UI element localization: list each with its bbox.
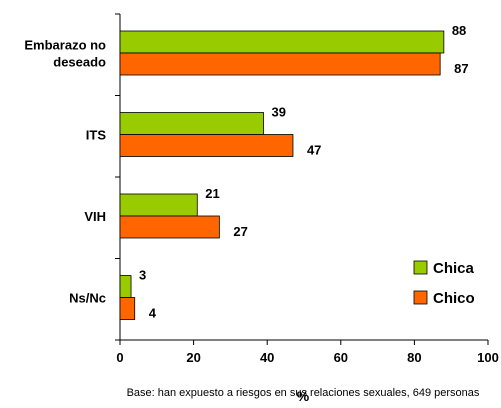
bar-chico bbox=[119, 134, 294, 157]
value-label: 3 bbox=[139, 268, 146, 283]
category-label: Embarazo no deseado bbox=[24, 38, 106, 70]
legend-swatch-chico bbox=[413, 290, 428, 305]
value-label: 27 bbox=[233, 224, 247, 239]
legend-label-chica: Chica bbox=[433, 260, 475, 277]
bar-chico bbox=[119, 297, 136, 320]
x-tick-label: 80 bbox=[407, 350, 421, 365]
y-axis bbox=[115, 13, 121, 341]
x-tick-label: 20 bbox=[186, 350, 200, 365]
x-axis: 0 20 40 60 80 100 bbox=[116, 339, 499, 365]
bar-chico bbox=[119, 52, 441, 76]
value-label: 47 bbox=[307, 143, 321, 158]
bar-chica bbox=[119, 30, 445, 54]
legend-label-chico: Chico bbox=[433, 290, 475, 307]
x-tick-label: 0 bbox=[116, 350, 123, 365]
category-label: Ns/Nc bbox=[69, 291, 106, 306]
bar-chica bbox=[119, 112, 264, 135]
category-labels: Embarazo no deseado ITS VIH Ns/Nc bbox=[24, 38, 106, 306]
x-tick-label: 40 bbox=[260, 350, 274, 365]
x-axis-title: % bbox=[297, 388, 310, 404]
category-label: ITS bbox=[86, 128, 107, 143]
value-label: 87 bbox=[454, 61, 468, 76]
value-label: 88 bbox=[452, 23, 466, 38]
bar-chica bbox=[119, 275, 132, 298]
x-tick-label: 60 bbox=[334, 350, 348, 365]
value-labels: 88 39 21 3 87 47 27 4 bbox=[139, 23, 469, 321]
category-label: VIH bbox=[84, 209, 106, 224]
bar-chica bbox=[119, 193, 198, 217]
bar-chico bbox=[119, 215, 220, 239]
x-tick-label: 100 bbox=[477, 350, 499, 365]
legend-swatch-chica bbox=[413, 260, 428, 275]
value-label: 21 bbox=[205, 186, 219, 201]
value-label: 39 bbox=[272, 105, 286, 120]
legend: Chica Chico bbox=[413, 260, 475, 307]
footnote: Base: han expuesto a riesgos en sus rela… bbox=[127, 387, 480, 399]
bars bbox=[119, 30, 445, 320]
value-label: 4 bbox=[149, 306, 157, 321]
